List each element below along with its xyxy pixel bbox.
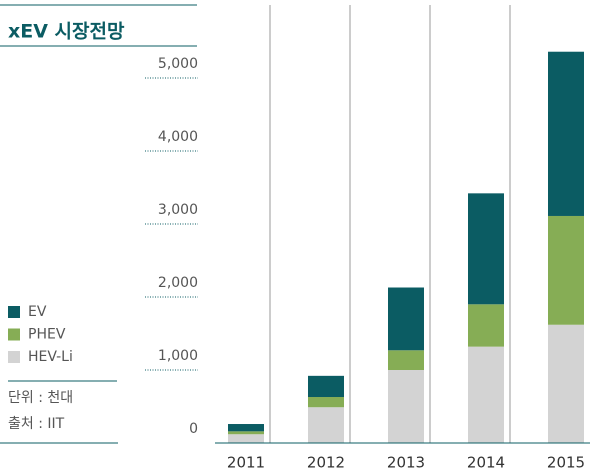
bar-segment [228, 431, 264, 435]
bar-segment [548, 215, 584, 325]
y-tick-label: 0 [189, 421, 198, 437]
bar-segment [388, 370, 424, 443]
bar-segment [388, 350, 424, 370]
x-tick-label: 2014 [467, 454, 505, 472]
bar-segment [228, 424, 264, 432]
bar-segment [308, 375, 344, 398]
bar-segment [308, 407, 344, 443]
legend-swatch [8, 328, 20, 341]
x-tick-label: 2012 [307, 454, 345, 472]
legend-label: HEV-Li [28, 349, 73, 365]
bar-segment [228, 434, 264, 443]
chart-title: xEV 시장전망 [8, 21, 125, 43]
y-tick-label: 3,000 [158, 202, 198, 218]
y-tick-label: 1,000 [158, 348, 198, 364]
bar-segment [388, 287, 424, 351]
x-tick-label: 2011 [227, 454, 265, 472]
y-tick-label: 2,000 [158, 275, 198, 291]
legend-label: PHEV [28, 327, 66, 343]
source-note: 출처 : IIT [8, 416, 65, 432]
legend-swatch [8, 306, 20, 318]
bar-segment [468, 193, 504, 305]
legend-swatch [8, 351, 20, 363]
x-tick-label: 2015 [547, 454, 585, 472]
y-tick-label: 4,000 [158, 129, 198, 145]
y-tick-label: 5,000 [158, 56, 198, 72]
x-tick-label: 2013 [387, 454, 425, 472]
bar-segment [468, 304, 504, 347]
bar-segment [548, 51, 584, 216]
unit-note: 단위 : 천대 [8, 390, 73, 406]
bar-segment [548, 324, 584, 443]
bar-segment [308, 397, 344, 408]
bar-segment [468, 346, 504, 443]
legend-label: EV [28, 304, 47, 320]
